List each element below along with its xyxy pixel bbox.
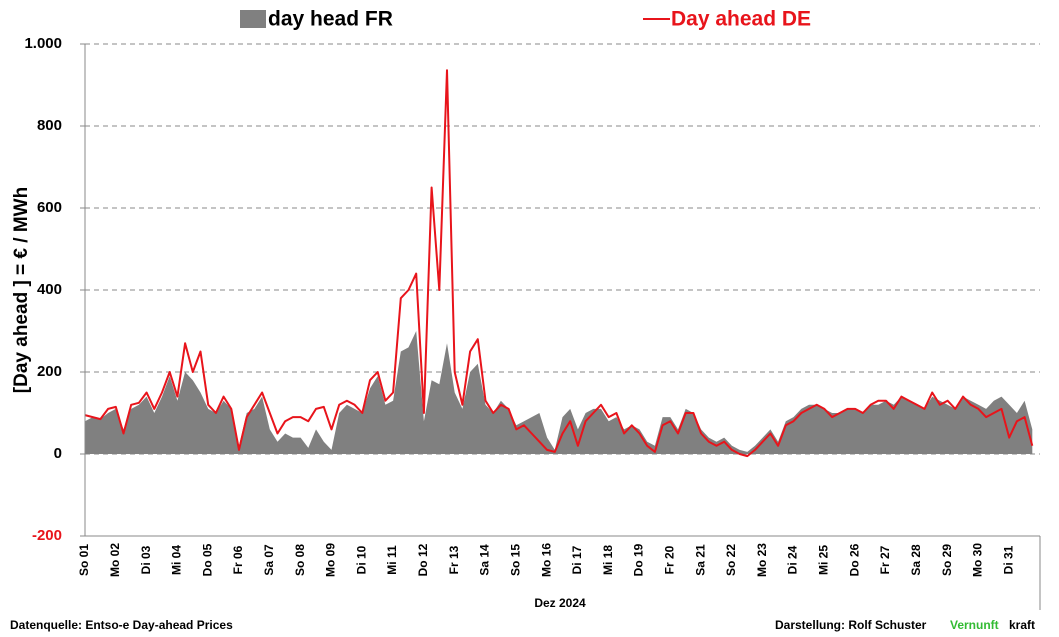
x-tick-label: Fr 27 (878, 545, 892, 574)
footer-brand: Vernunft (950, 618, 999, 632)
y-axis-label: [Day ahead ] = € / MWh (11, 187, 32, 393)
x-tick-label: Mo 16 (539, 543, 553, 577)
x-tick-label: Sa 14 (478, 544, 492, 576)
x-tick-label: Mo 09 (324, 543, 338, 577)
y-tick-label: 200 (37, 363, 62, 380)
x-tick-label: Do 12 (416, 543, 430, 576)
x-tick-label: Do 26 (847, 543, 861, 576)
x-tick-label: Di 31 (1001, 545, 1015, 574)
x-tick-label: Fr 13 (447, 545, 461, 574)
x-tick-label: Di 24 (786, 545, 800, 574)
x-tick-label: Fr 20 (662, 545, 676, 574)
x-tick-label: Do 05 (200, 543, 214, 576)
x-tick-label: So 22 (724, 544, 738, 576)
line-series (84, 69, 1034, 458)
legend-label: Day ahead DE (671, 8, 811, 31)
x-axis-label: Dez 2024 (534, 596, 586, 610)
x-tick-label: Sa 21 (693, 544, 707, 576)
x-tick-label: So 08 (293, 544, 307, 576)
x-tick-label: Di 10 (354, 545, 368, 574)
x-tick-label: So 29 (940, 544, 954, 576)
x-tick-label: So 15 (508, 544, 522, 576)
x-tick-label: Mi 18 (601, 545, 615, 575)
x-tick-label: Mo 02 (108, 543, 122, 577)
x-tick-label: Di 03 (139, 545, 153, 574)
x-tick-label: Mi 25 (817, 545, 831, 575)
x-tick-label: Fr 06 (231, 545, 245, 574)
area-series (85, 331, 1033, 454)
x-tick-label: Mo 23 (755, 543, 769, 577)
legend-swatch (240, 10, 266, 28)
x-tick-label: Sa 07 (262, 544, 276, 576)
x-tick-label: Mi 11 (385, 545, 399, 575)
x-tick-label: Di 17 (570, 545, 584, 574)
y-tick-label: 600 (37, 199, 62, 216)
y-tick-label: 0 (54, 445, 62, 462)
x-tick-label: Sa 28 (909, 544, 923, 576)
legend-label: day head FR (268, 8, 393, 31)
footer-brand: kraft (1009, 618, 1035, 632)
y-tick-label: 400 (37, 281, 62, 298)
y-tick-label: -200 (32, 527, 62, 544)
x-tick-label: Do 19 (632, 543, 646, 576)
x-tick-label: Mo 30 (971, 543, 985, 577)
y-tick-label: 800 (37, 117, 62, 134)
footer-source: Datenquelle: Entso-e Day-ahead Prices (10, 618, 233, 632)
footer-author: Darstellung: Rolf Schuster (775, 618, 927, 632)
y-tick-label: 1.000 (24, 35, 62, 52)
x-tick-label: Mi 04 (170, 545, 184, 575)
x-tick-label: So 01 (77, 544, 91, 576)
